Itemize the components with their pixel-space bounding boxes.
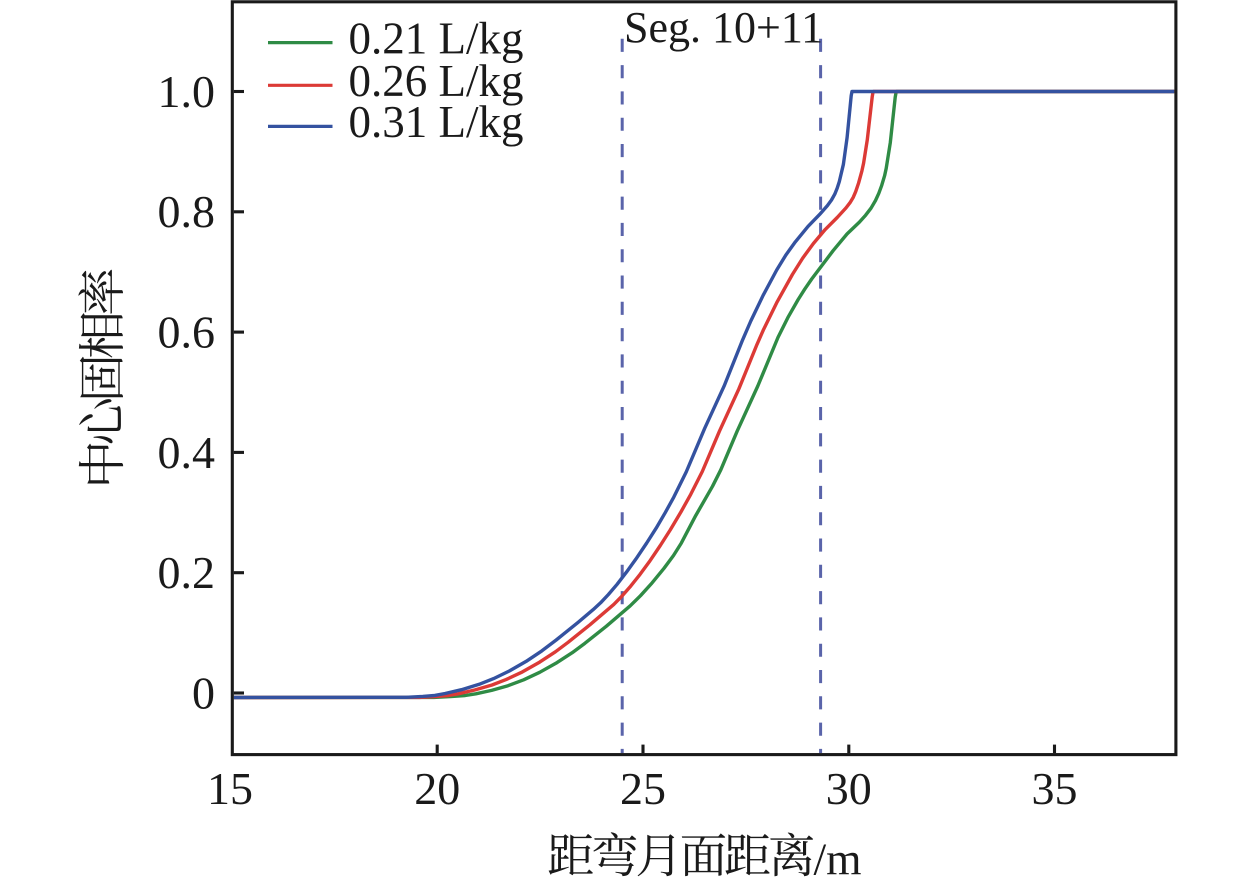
svg-text:Seg. 10+11: Seg. 10+11	[624, 3, 823, 52]
svg-text:0.26 L/kg: 0.26 L/kg	[349, 56, 524, 106]
svg-text:0.6: 0.6	[158, 307, 216, 358]
svg-text:0.4: 0.4	[158, 427, 216, 478]
svg-text:1.0: 1.0	[158, 66, 216, 117]
svg-text:/m: /m	[814, 834, 862, 885]
svg-text:15: 15	[207, 763, 253, 814]
svg-text:0.31 L/kg: 0.31 L/kg	[349, 97, 524, 147]
svg-text:35: 35	[1032, 763, 1078, 814]
svg-text:20: 20	[414, 763, 460, 814]
svg-text:0: 0	[192, 667, 215, 718]
svg-text:25: 25	[620, 763, 666, 814]
svg-text:0.2: 0.2	[158, 547, 216, 598]
svg-text:0.21 L/kg: 0.21 L/kg	[349, 13, 524, 63]
svg-text:30: 30	[826, 763, 872, 814]
svg-text:0.8: 0.8	[158, 186, 216, 237]
